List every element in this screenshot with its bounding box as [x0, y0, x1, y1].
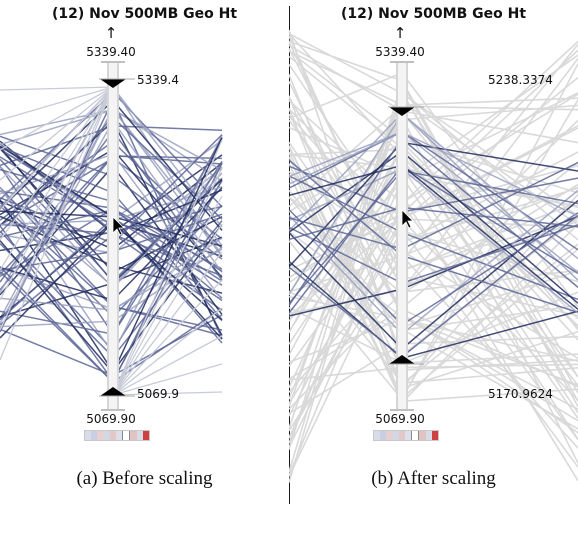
axis-max-value: 5339.40 [375, 45, 425, 59]
data-polyline [112, 279, 223, 396]
sort-arrow-icon[interactable]: ↑ [393, 24, 407, 42]
color-scale-bar[interactable] [373, 430, 439, 441]
bottom-range-marker [100, 387, 126, 396]
bottom-marker-label: 5170.9624 [488, 387, 553, 401]
data-polyline [0, 86, 114, 151]
bottom-range-marker [389, 355, 415, 364]
axis-max-value: 5339.40 [86, 45, 136, 59]
top-marker-label: 5238.3374 [488, 73, 553, 87]
mouse-cursor-icon [112, 216, 125, 236]
data-polyline [0, 86, 114, 181]
axis-bar [107, 61, 119, 411]
data-polyline [112, 195, 223, 396]
data-polyline [0, 86, 114, 91]
data-polyline [112, 391, 223, 396]
color-scale-bar[interactable] [84, 430, 150, 441]
sort-arrow-icon[interactable]: ↑ [104, 24, 118, 42]
data-polyline [112, 335, 223, 396]
data-polyline [112, 307, 223, 396]
data-polyline [112, 251, 223, 396]
panel-divider [289, 6, 290, 504]
data-polyline [0, 86, 114, 301]
context-polyline [289, 33, 578, 217]
data-polyline [0, 86, 114, 271]
panel-after-scaling: (12) Nov 500MB Geo Ht ↑ 5339.40 5238.337… [289, 0, 578, 539]
data-polyline [112, 167, 223, 396]
data-polyline [0, 86, 114, 331]
axis-title: (12) Nov 500MB Geo Ht [51, 6, 238, 22]
data-polyline [0, 86, 114, 241]
data-polyline [0, 86, 114, 121]
parallel-coordinates-plot-b[interactable] [289, 0, 578, 539]
data-polyline [112, 223, 223, 396]
axis-min-value: 5069.90 [86, 412, 136, 426]
caption: (b) After scaling [371, 468, 496, 489]
top-marker-label: 5339.4 [137, 73, 179, 87]
data-polyline [112, 139, 223, 396]
caption: (a) Before scaling [76, 468, 213, 489]
axis-title: (12) Nov 500MB Geo Ht [340, 6, 527, 22]
data-polyline [0, 86, 114, 361]
top-range-marker [389, 107, 415, 116]
panel-before-scaling: (12) Nov 500MB Geo Ht ↑ 5339.40 5339.4 5… [0, 0, 289, 539]
bottom-marker-label: 5069.9 [137, 387, 179, 401]
top-range-marker [100, 79, 126, 88]
axis-min-value: 5069.90 [375, 412, 425, 426]
data-polyline [112, 363, 223, 396]
parallel-coordinates-plot-a[interactable] [0, 0, 289, 539]
data-polyline [0, 86, 114, 211]
mouse-cursor-icon [401, 209, 414, 229]
